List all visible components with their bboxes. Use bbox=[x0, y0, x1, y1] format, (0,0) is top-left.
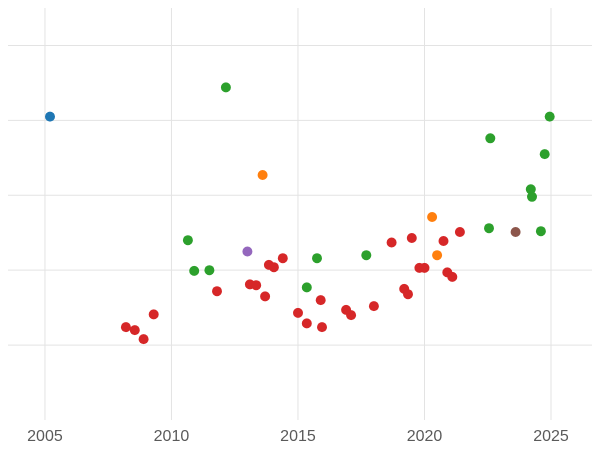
data-point-red-group bbox=[317, 322, 327, 333]
data-point-green-group bbox=[301, 282, 312, 293]
data-point-red-group bbox=[368, 301, 379, 312]
data-point-red-group bbox=[447, 271, 458, 282]
data-point-green-group bbox=[544, 111, 555, 122]
data-point-green-group bbox=[189, 265, 200, 276]
data-point-green-group bbox=[484, 223, 494, 234]
x-tick-label: 2020 bbox=[407, 428, 443, 445]
data-point-orange-group bbox=[427, 212, 438, 222]
data-point-green-group bbox=[312, 253, 322, 264]
data-point-red-group bbox=[129, 325, 140, 336]
data-point-orange-group bbox=[432, 250, 443, 261]
data-point-red-group bbox=[346, 310, 357, 321]
data-point-green-group bbox=[535, 226, 546, 237]
data-point-red-group bbox=[406, 233, 417, 243]
data-point-orange-group bbox=[257, 170, 268, 180]
data-point-red-group bbox=[148, 309, 159, 320]
data-point-red-group bbox=[268, 262, 279, 273]
data-point-green-group bbox=[182, 235, 193, 246]
data-point-red-group bbox=[454, 227, 465, 237]
data-point-green-group bbox=[220, 82, 231, 93]
data-point-red-group bbox=[403, 289, 413, 300]
x-tick-label: 2025 bbox=[533, 428, 569, 445]
data-point-green-group bbox=[539, 149, 550, 160]
data-point-red-group bbox=[120, 322, 131, 333]
data-point-brown-group bbox=[510, 227, 521, 237]
data-point-red-group bbox=[260, 291, 271, 302]
data-point-red-group bbox=[251, 280, 262, 291]
data-point-green-group bbox=[527, 191, 537, 202]
data-point-purple-group bbox=[242, 246, 253, 257]
data-point-red-group bbox=[419, 262, 430, 273]
data-point-red-group bbox=[315, 295, 326, 306]
x-tick-label: 2010 bbox=[154, 428, 190, 445]
data-point-green-group bbox=[485, 133, 496, 144]
data-point-green-group bbox=[361, 250, 372, 261]
data-point-red-group bbox=[212, 286, 222, 297]
x-tick-label: 2015 bbox=[280, 428, 316, 445]
data-point-red-group bbox=[277, 253, 288, 264]
data-point-red-group bbox=[293, 307, 303, 318]
data-point-red-group bbox=[138, 334, 149, 345]
data-point-red-group bbox=[438, 236, 449, 246]
data-point-red-group bbox=[301, 318, 312, 329]
data-point-blue-group bbox=[45, 111, 55, 122]
data-point-green-group bbox=[204, 265, 215, 276]
x-tick-label: 2005 bbox=[27, 428, 63, 445]
data-point-green-group bbox=[525, 184, 536, 195]
data-point-red-group bbox=[386, 237, 397, 248]
